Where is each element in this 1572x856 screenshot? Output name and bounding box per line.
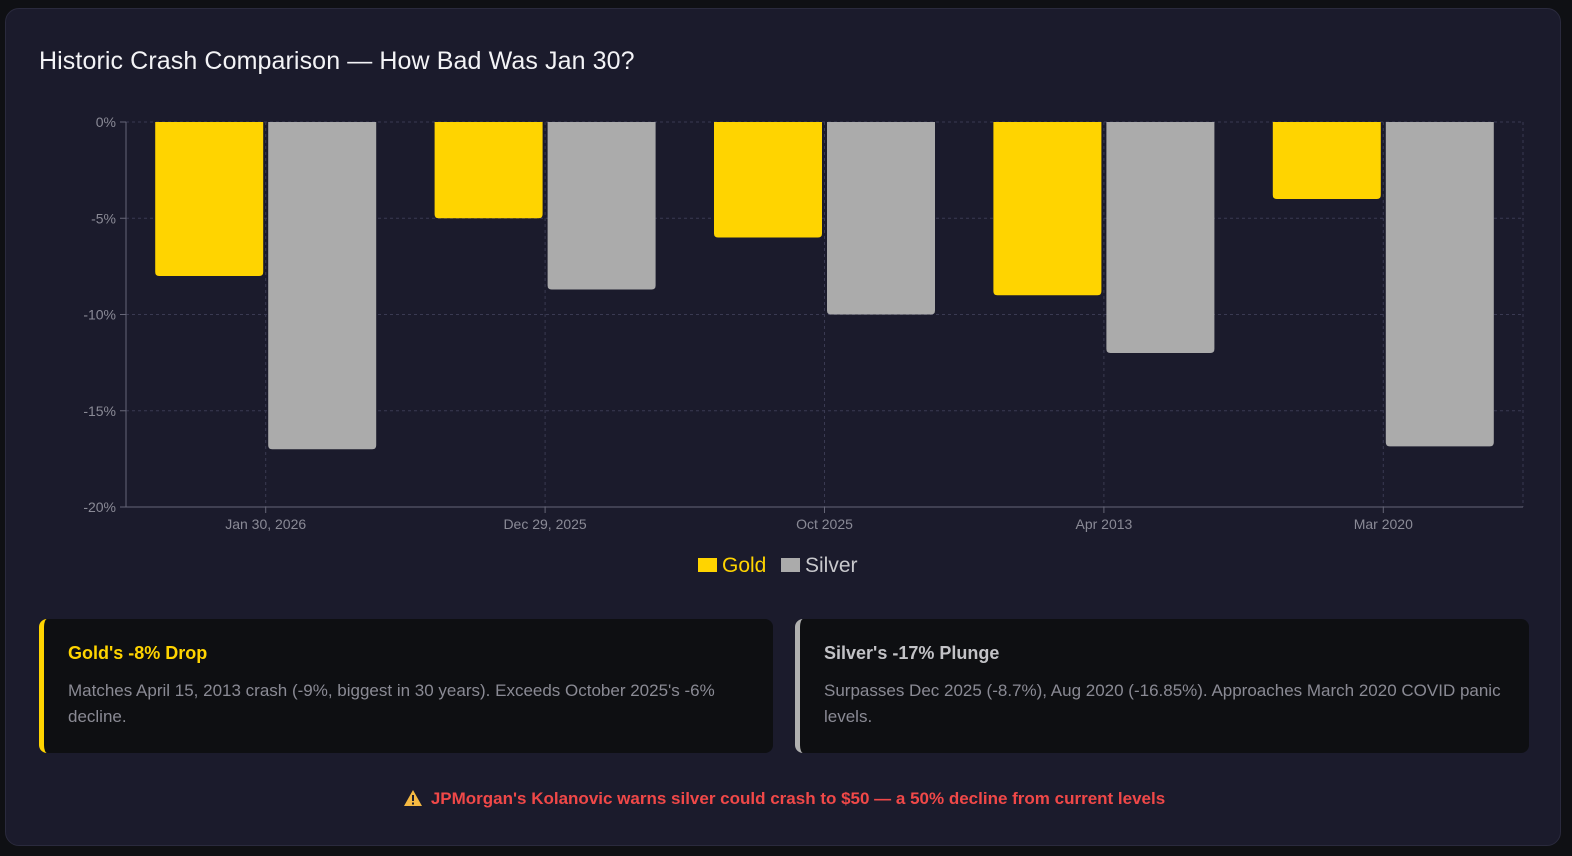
bar-silver-4 <box>1385 122 1494 447</box>
warning-triangle-icon <box>403 789 423 812</box>
x-tick-label: Dec 29, 2025 <box>503 516 586 532</box>
bar-gold-1 <box>434 122 543 219</box>
silver-insight-card: Silver's -17% Plunge Surpasses Dec 2025 … <box>795 619 1529 753</box>
bar-gold-2 <box>714 122 822 238</box>
bar-gold-4 <box>1272 122 1381 199</box>
bar-chart: 0% -5% -10% -15% -20% Jan 30, 2026 Dec 29, 202… <box>83 114 1524 577</box>
bar-gold-0 <box>155 122 264 276</box>
y-tick-label: -15% <box>83 403 116 419</box>
legend-label-silver: Silver <box>805 554 858 577</box>
y-tick-label: -20% <box>83 499 116 515</box>
silver-card-title: Silver's -17% Plunge <box>824 643 1000 663</box>
gold-card-title: Gold's -8% Drop <box>68 643 208 663</box>
x-tick-label: Jan 30, 2026 <box>225 516 306 532</box>
bar-silver-3 <box>1106 122 1215 353</box>
y-tick-label: -5% <box>91 210 116 226</box>
legend-label-gold: Gold <box>722 554 766 577</box>
bar-silver-0 <box>268 122 377 450</box>
warning-text: JPMorgan's Kolanovic warns silver could … <box>430 789 1166 808</box>
legend-swatch-gold <box>698 558 717 572</box>
gold-insight-card: Gold's -8% Drop Matches April 15, 2013 c… <box>39 619 773 753</box>
x-tick-label: Mar 2020 <box>1354 516 1413 532</box>
bar-silver-1 <box>547 122 656 290</box>
bar-silver-2 <box>827 122 935 315</box>
bar-gold-3 <box>993 122 1102 296</box>
gold-card-text: Matches April 15, 2013 crash (-9%, bigge… <box>68 681 715 726</box>
silver-card-text: Surpasses Dec 2025 (-8.7%), Aug 2020 (-1… <box>824 681 1501 726</box>
y-tick-label: -10% <box>83 307 116 323</box>
x-tick-label: Oct 2025 <box>796 516 853 532</box>
y-tick-label: 0% <box>96 114 116 130</box>
x-tick-label: Apr 2013 <box>1075 516 1132 532</box>
warning-banner: JPMorgan's Kolanovic warns silver could … <box>6 789 1562 812</box>
chart-panel: Historic Crash Comparison — How Bad Was … <box>5 8 1561 846</box>
chart-title: Historic Crash Comparison — How Bad Was … <box>39 47 635 75</box>
legend-swatch-silver <box>781 558 800 572</box>
